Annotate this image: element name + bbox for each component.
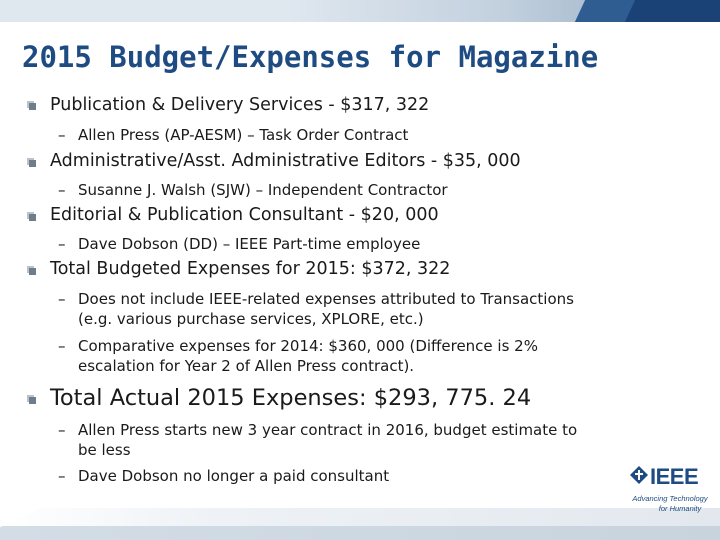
ieee-logo-tagline: Advancing Technology (632, 494, 708, 503)
bullet-icon (27, 394, 37, 404)
sub-item-text: Dave Dobson no longer a paid consultant (78, 467, 390, 485)
dash-marker: – (58, 126, 66, 144)
sub-item-text: Allen Press (AP-AESM) – Task Order Contr… (78, 126, 409, 144)
sub-item-text: Does not include IEEE-related expenses a… (78, 290, 574, 308)
sub-item-walsh: – Susanne J. Walsh (SJW) – Independent Co… (58, 180, 698, 200)
bottom-decorative-band (0, 508, 720, 540)
sub-item-text: Susanne J. Walsh (SJW) – Independent Con… (78, 181, 448, 199)
sub-item-allen-press: – Allen Press (AP-AESM) – Task Order Cont… (58, 125, 698, 145)
slide-title: 2015 Budget/Expenses for Magazine (22, 40, 599, 74)
sub-item-ieee-expenses: – Does not include IEEE-related expenses … (58, 289, 698, 329)
top-decorative-band (0, 0, 720, 22)
dash-marker: – (58, 290, 66, 308)
sub-item-text-continued: be less (78, 441, 131, 459)
sub-item-text-continued: escalation for Year 2 of Allen Press con… (78, 357, 415, 375)
ieee-logo-tagline: for Humanity (658, 504, 702, 513)
sub-item-comparative-expenses: – Comparative expenses for 2014: $360, 00… (58, 336, 698, 376)
ieee-diamond-icon (630, 466, 648, 484)
dash-marker: – (58, 337, 66, 355)
bullet-item-administrative: Administrative/Asst. Administrative Edit… (50, 151, 521, 171)
sub-item-text-continued: (e.g. various purchase services, XPLORE,… (78, 310, 424, 328)
bullet-item-total-actual: Total Actual 2015 Expenses: $293, 775. 2… (50, 385, 532, 411)
dash-marker: – (58, 421, 66, 439)
sub-item-text: Dave Dobson (DD) – IEEE Part-time employ… (78, 235, 421, 253)
sub-item-text: Allen Press starts new 3 year contract i… (78, 421, 578, 439)
dash-marker: – (58, 235, 66, 253)
sub-item-dobson: – Dave Dobson (DD) – IEEE Part-time emplo… (58, 234, 698, 254)
bullet-icon (27, 100, 37, 110)
top-band-stripe (624, 0, 720, 22)
dash-marker: – (58, 181, 66, 199)
dash-marker: – (58, 467, 66, 485)
bullet-icon (27, 265, 37, 275)
ieee-logo: IEEE Advancing Technology for Humanity (630, 464, 710, 524)
bullet-item-editorial: Editorial & Publication Consultant - $20… (50, 205, 439, 225)
bullet-icon (27, 157, 37, 167)
bullet-icon (27, 211, 37, 221)
bullet-item-publication: Publication & Delivery Services - $317, … (50, 95, 430, 115)
sub-item-text: Comparative expenses for 2014: $360, 000… (78, 337, 538, 355)
bullet-item-total-budgeted: Total Budgeted Expenses for 2015: $372, … (50, 259, 451, 279)
ieee-logo-word: IEEE (650, 464, 699, 489)
sub-item-no-consultant: – Dave Dobson no longer a paid consultant (58, 466, 538, 486)
bottom-band-lower (0, 526, 720, 540)
sub-item-new-contract: – Allen Press starts new 3 year contract … (58, 420, 698, 460)
